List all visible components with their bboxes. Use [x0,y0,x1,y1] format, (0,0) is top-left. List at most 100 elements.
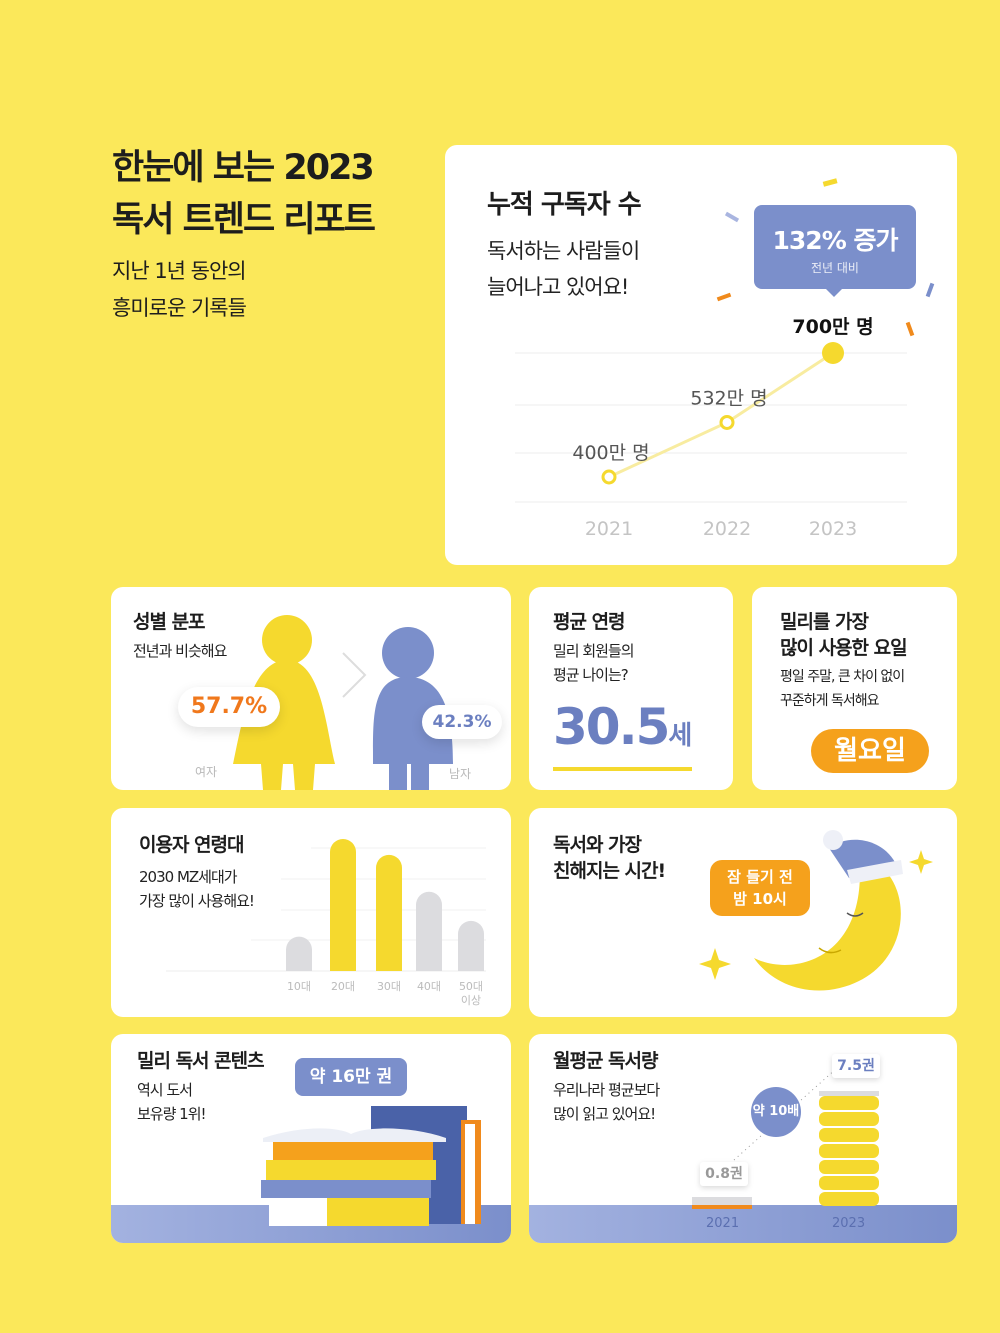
desc-line: 많이 읽고 있어요! [553,1105,656,1123]
reading-time-title: 독서와 가장 친해지는 시간! [553,832,666,884]
subscribers-line-chart: 400만 명 2021 532만 명 2022 700만 명 2023 [515,316,907,540]
bar [330,839,356,971]
avg-age-card: 평균 연령 밀리 회원들의 평균 나이는? 30.5세 [529,587,733,790]
subtitle-line: 흥미로운 기록들 [112,296,247,320]
shelf-band [529,1205,957,1243]
book-icon [819,1192,879,1206]
desc-line: 늘어나고 있어요! [487,275,629,299]
age-number: 30.5 [553,698,670,756]
x-tick-label: 20대 [331,980,355,993]
bar [416,891,442,971]
age-group-title: 이용자 연령대 [139,834,244,856]
bar [376,854,402,971]
x-tick-label: 50대 [459,980,483,993]
book-icon [819,1176,879,1190]
x-tick-label: 2021 [585,518,633,540]
ratio-badge: 약 10배 [751,1087,801,1137]
title-line: 많이 사용한 요일 [780,637,908,659]
monthly-title: 월평균 독서량 [553,1050,658,1072]
avg-age-desc: 밀리 회원들의 평균 나이는? [553,639,635,687]
gender-figures [233,615,453,790]
reading-time-bubble: 잠 들기 전 밤 10시 [710,860,810,916]
moon-illustration [699,830,933,991]
greater-than-icon [342,652,367,698]
sparkle-icon [699,948,731,980]
weekday-value-badge: 월요일 [811,729,929,773]
trend-dotted-line [733,1067,838,1161]
gender-card: 성별 분포 전년과 비슷해요 57.7% 42.3% 여자 남자 [111,587,511,790]
desc-line: 꾸준하게 독서해요 [780,693,880,709]
title-line: 독서 트렌드 리포트 [112,200,376,240]
sparkle-icon [909,850,933,874]
male-label: 남자 [449,767,472,781]
avg-age-title: 평균 연령 [553,611,626,633]
age-unit: 세 [668,721,693,751]
subscribers-card: 누적 구독자 수 독서하는 사람들이 늘어나고 있어요! 132% 증가 전년 … [445,145,957,565]
x-tick-label: 이상 [461,994,481,1007]
title-line: 밀리를 가장 [780,611,869,633]
x-tick-label: 2022 [703,518,751,540]
data-point [822,342,844,364]
growth-value: 132% 증가 [772,226,899,255]
male-percentage: 42.3% [422,705,502,739]
bubble-line: 밤 10시 [733,890,787,908]
weekday-title: 밀리를 가장 많이 사용한 요일 [780,609,908,661]
book-stack-icon [261,1106,481,1226]
desc-line: 보유량 1위! [137,1105,207,1123]
avg-age-value: 30.5세 [553,698,693,771]
subscribers-title: 누적 구독자 수 [487,190,642,220]
desc-line: 우리나라 평균보다 [553,1081,660,1099]
data-label: 700만 명 [792,316,873,338]
monthly-desc: 우리나라 평균보다 많이 읽고 있어요! [553,1078,660,1126]
growth-badge: 132% 증가 전년 대비 [754,205,916,297]
data-point [601,469,617,485]
badge-tail [826,289,842,297]
female-label: 여자 [195,765,218,779]
monthly-card: 월평균 독서량 우리나라 평균보다 많이 읽고 있어요! 0.8권 7.5권 약… [529,1034,957,1243]
value-2023-label: 7.5권 [832,1054,880,1078]
subscribers-desc: 독서하는 사람들이 늘어나고 있어요! [487,233,640,305]
desc-line: 독서하는 사람들이 [487,239,640,263]
book-icon [819,1160,879,1174]
reading-time-card: 독서와 가장 친해지는 시간! 잠 들기 전 밤 10시 [529,808,957,1017]
book-icon [819,1128,879,1142]
contents-count-bubble: 약 16만 권 [295,1058,407,1096]
bar-base [416,957,442,971]
weekday-desc: 평일 주말, 큰 차이 없이 꾸준하게 독서해요 [780,665,905,713]
bar-base [286,957,312,971]
x-tick-label: 10대 [287,980,311,993]
weekday-card: 밀리를 가장 많이 사용한 요일 평일 주말, 큰 차이 없이 꾸준하게 독서해… [752,587,957,790]
gender-desc: 전년과 비슷해요 [133,642,227,660]
x-tick-label: 30대 [377,980,401,993]
contents-title: 밀리 독서 콘텐츠 [137,1050,265,1072]
desc-line: 평일 주말, 큰 차이 없이 [780,669,905,685]
age-group-card: 이용자 연령대 2030 MZ세대가 가장 많이 사용해요! 10대 20대 30대… [111,808,511,1017]
title-line: 한눈에 보는 2023 [112,148,375,188]
bar-base [458,957,484,971]
book-icon [819,1112,879,1126]
book-icon [819,1096,879,1110]
desc-line: 가장 많이 사용해요! [139,892,255,910]
desc-line: 2030 MZ세대가 [139,868,238,886]
book-icon [819,1091,879,1096]
growth-sub: 전년 대비 [811,261,859,275]
book-stack-2023-icon [819,1091,879,1206]
title-line: 독서와 가장 [553,834,642,856]
subtitle-line: 지난 1년 동안의 [112,259,247,283]
desc-line: 평균 나이는? [553,666,629,684]
monthly-books [692,1067,879,1209]
data-point [719,414,735,430]
contents-card: 밀리 독서 콘텐츠 역시 도서 보유량 1위! 약 16만 권 [111,1034,511,1243]
value-2021-label: 0.8권 [700,1162,748,1186]
title-line: 친해지는 시간! [553,860,666,882]
page-subtitle: 지난 1년 동안의 흥미로운 기록들 [112,253,247,327]
female-percentage: 57.7% [178,687,280,727]
x-tick-label: 2023 [809,518,857,540]
bubble-line: 잠 들기 전 [727,868,793,886]
year-2021-label: 2021 [706,1216,740,1231]
book-2021-icon [692,1197,752,1209]
confetti [716,178,935,337]
moon-icon [754,856,901,991]
data-label: 532만 명 [690,387,767,409]
